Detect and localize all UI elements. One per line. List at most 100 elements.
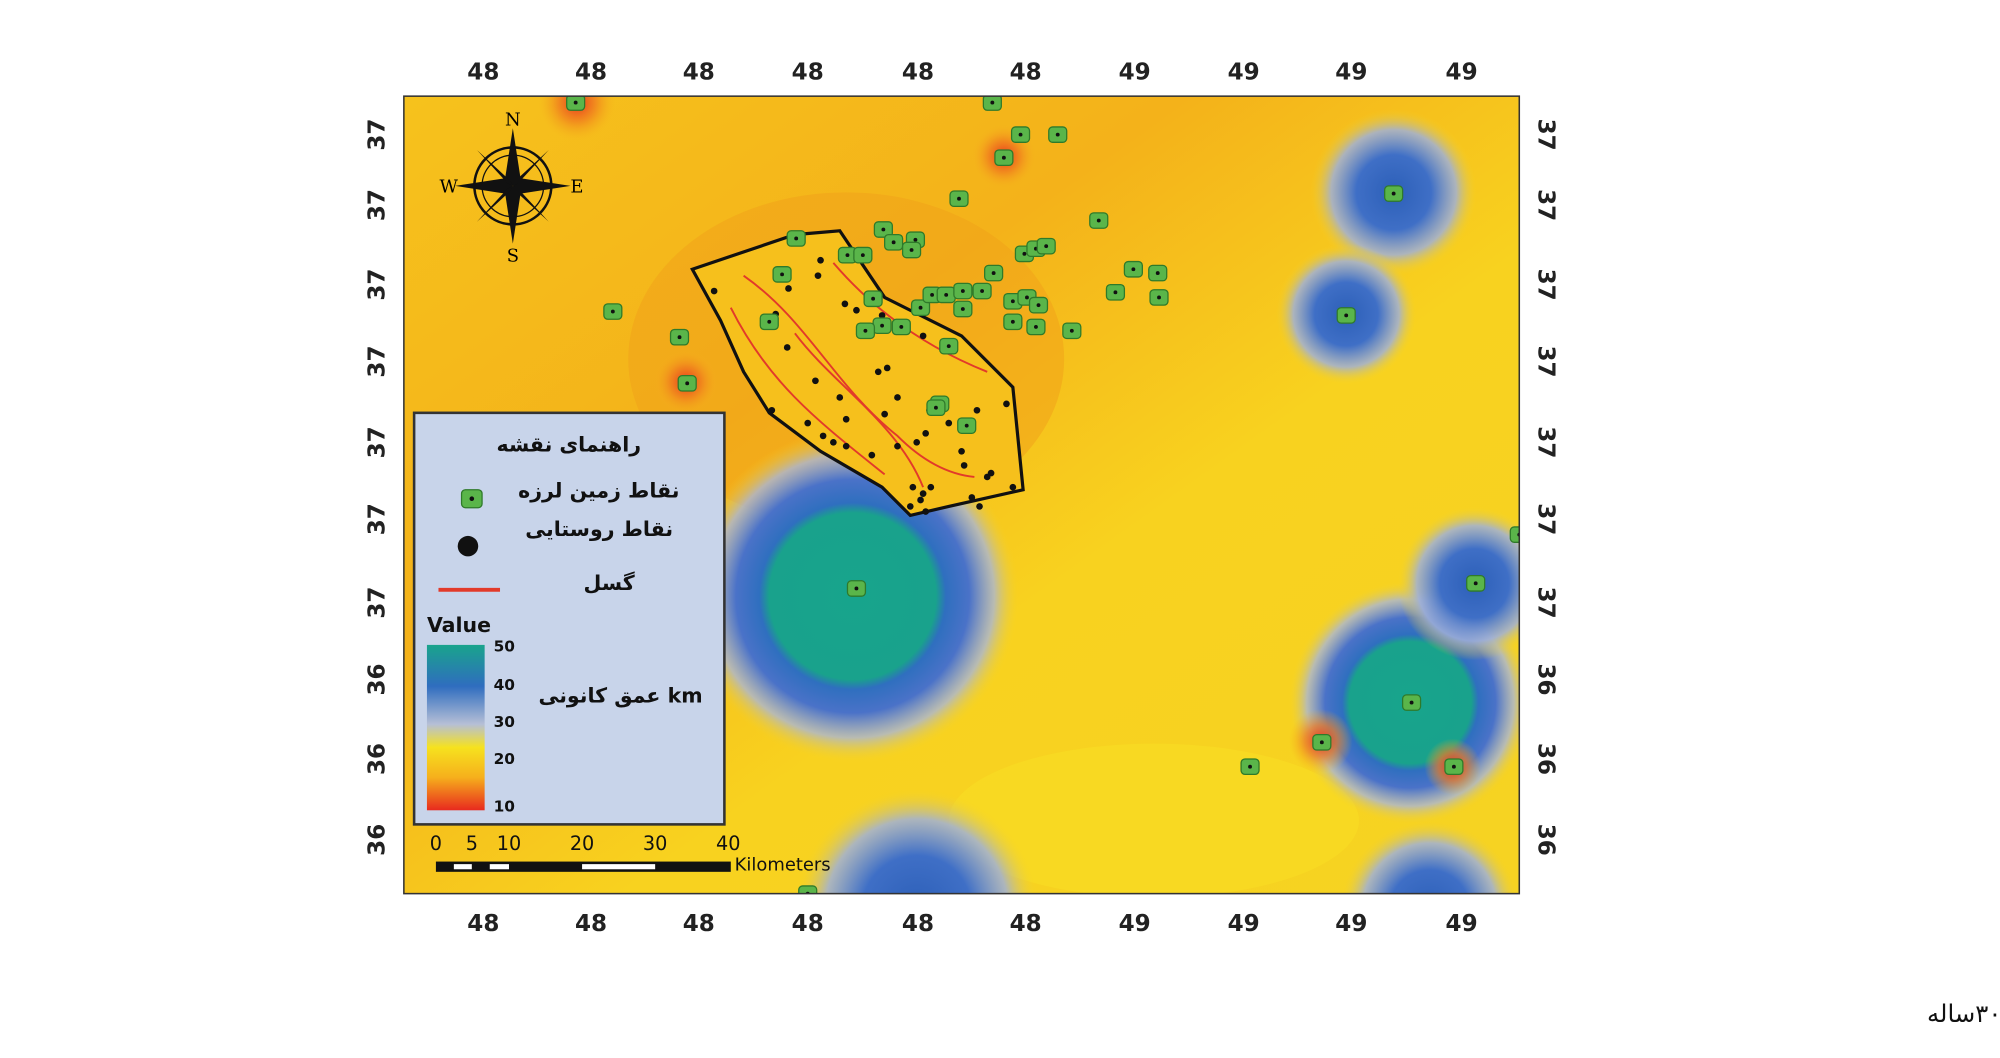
earthquake-center [1010,299,1015,304]
left-axis-label: 37 [365,503,391,535]
legend-title: راهنمای نقشه [497,432,642,456]
earthquake-center [794,236,799,241]
earthquake-center [881,227,886,232]
colorbar-label: 30 [494,713,515,731]
earthquake-center [1055,132,1060,137]
village-point [842,415,850,423]
village-point [842,442,850,450]
top-axis-label: 49 [1119,59,1151,85]
earthquake-point [798,885,818,894]
village-point [804,419,812,427]
village-point [958,447,965,455]
depth-surface [403,96,1520,894]
village-point [909,483,917,491]
earthquake-center [780,272,785,277]
earthquake-center [990,100,995,105]
village-point [817,256,824,264]
village-point [894,394,901,401]
village-point [906,503,914,510]
top-axis-label: 49 [1335,59,1367,85]
compass: N S W E [440,110,584,267]
earthquake-center [1155,271,1160,276]
scale-label: 10 [497,832,521,855]
compass-e: E [570,176,583,197]
earthquake-center [964,423,969,428]
left-axis-label: 37 [365,345,391,377]
colorbar-label: 10 [494,798,515,816]
figure-caption: تصویر ۹. نقشه عمق کانونی زمین‌لرزه‌های ا… [1927,999,2000,1028]
earthquake-center [891,240,896,245]
scale-label: 30 [643,832,667,855]
earthquake-center [980,289,985,293]
earthquake-point [1509,526,1520,543]
bottom-axis-label: 48 [902,911,934,937]
village-point [1003,400,1010,408]
earthquake-center [991,271,996,276]
left-axis-label: 36 [365,663,391,695]
bottom-axis-label: 48 [1010,911,1042,937]
village-point [783,344,791,351]
colorbar-title: Value [427,613,491,637]
earthquake-center [1319,740,1324,745]
earthquake-center [918,305,923,310]
earthquake-center [957,196,961,201]
earthquake-center [863,328,868,333]
legend: راهنمای نقشه نقاط زمین لرزه نقاط روستایی… [412,411,726,826]
earthquake-center [1034,325,1038,329]
bottom-axis-label: 48 [575,911,607,937]
top-axis-label: 49 [1446,59,1478,85]
village-point [894,442,901,450]
right-axis-label: 37 [1533,269,1559,301]
colorbar [426,644,485,811]
right-axis-label: 37 [1533,189,1559,221]
left-axis-label: 37 [365,426,391,458]
earthquake-center [767,319,772,324]
earthquake-center [1036,303,1041,308]
bottom-axis-label: 49 [1119,911,1151,937]
right-axis-label: 36 [1533,663,1559,695]
village-point [922,430,930,437]
top-axis-label: 48 [902,59,934,85]
village-point [881,410,888,418]
right-axis-label: 37 [1533,345,1559,377]
earthquake-center [677,335,682,340]
village-point [812,377,819,385]
village-point [841,300,849,308]
earthquake-center [899,325,904,329]
map-frame [403,95,1521,895]
earthquake-center [1018,132,1023,137]
village-point [917,496,924,504]
earthquake-center [1001,155,1006,160]
right-axis-label: 37 [1533,587,1559,619]
earthquake-center [1344,313,1349,318]
village-point [987,469,995,477]
top-axis-label: 48 [792,59,824,85]
earthquake-center [1248,764,1252,769]
bottom-axis-label: 49 [1335,911,1367,937]
top-axis-label: 49 [1228,59,1260,85]
earthquake-center [909,248,914,252]
earthquake-center [871,296,876,301]
village-point [883,364,891,372]
figure-body: N S W E راهنمای نقشه نقاط زمین لرزه نقاط… [365,59,2000,1028]
village-point [785,285,792,292]
colorbar-label: 40 [494,676,515,694]
colorbar-label: 50 [494,637,515,655]
village-point [960,462,968,469]
scale-label: 40 [716,832,740,855]
village-point [919,332,927,340]
earthquake-center [1473,581,1478,586]
right-axis-label: 37 [1533,426,1559,458]
earthquake-center [946,344,951,349]
scale-label: 5 [466,832,478,855]
earthquake-center [854,586,859,591]
earthquake-center [845,253,850,258]
village-point [830,438,837,446]
earthquake-center [573,100,578,105]
village-point [976,503,983,510]
bottom-axis-label: 49 [1446,911,1478,937]
legend-item: نقاط روستایی [525,517,673,541]
left-axis-label: 37 [365,587,391,619]
earthquake-center [960,307,965,311]
